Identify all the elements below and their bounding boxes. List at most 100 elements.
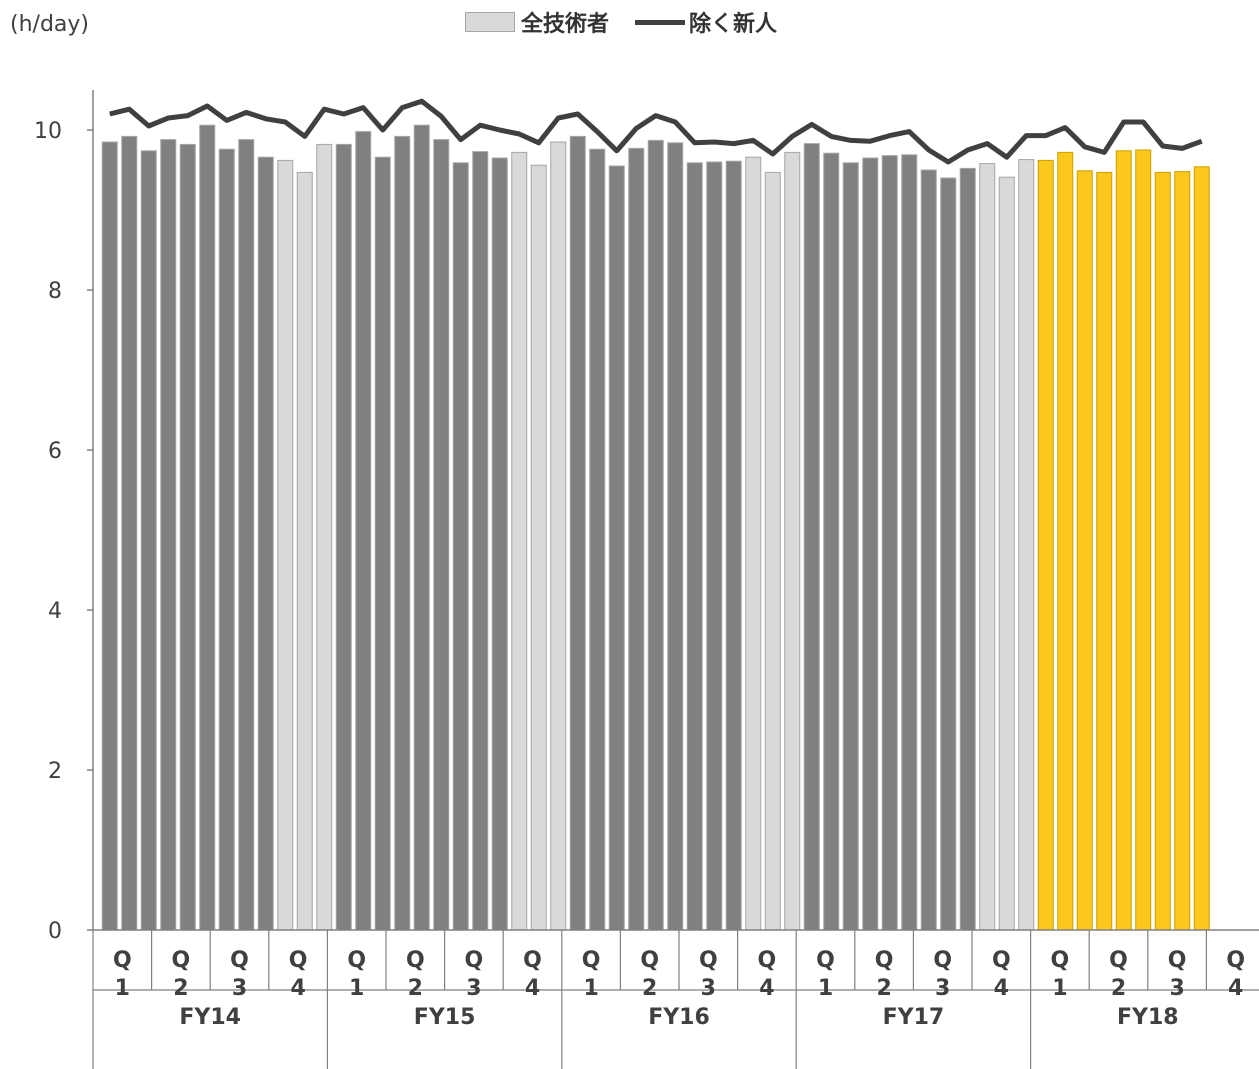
bar [218,148,235,931]
bar [1076,170,1093,931]
quarter-label-letter: Q [523,948,542,973]
bar [628,147,645,931]
quarter-label-letter: Q [933,948,952,973]
bar [530,164,547,931]
bar [238,139,255,931]
bar [1037,159,1054,931]
legend-line-swatch [635,19,686,25]
quarter-label-number: 2 [408,976,423,1001]
bar [881,155,898,931]
bar [803,143,820,931]
quarter-label-number: 2 [876,976,891,1001]
bar [842,162,859,931]
bar [472,151,489,931]
y-tick-label: 4 [48,599,62,624]
bar [979,163,996,931]
bar [316,143,333,931]
bar [959,167,976,931]
line-series [109,98,1203,165]
bar [452,162,469,931]
bar [101,141,118,931]
bar [1135,149,1152,931]
bar [745,156,762,931]
bar [296,171,313,931]
quarter-label-letter: Q [172,948,191,973]
bar [550,141,567,931]
bar [901,154,918,931]
bar [608,165,625,931]
bar [920,169,937,931]
y-tick-label: 0 [48,919,62,944]
bar [1057,151,1074,931]
bar [706,161,723,931]
quarter-label-letter: Q [699,948,718,973]
bar [940,177,957,931]
y-unit-label: (h/day) [10,12,89,37]
quarter-label-letter: Q [465,948,484,973]
quarter-label-number: 1 [115,976,130,1001]
quarter-label-letter: Q [113,948,132,973]
quarter-label-letter: Q [816,948,835,973]
bar [1193,166,1210,931]
bar [199,124,216,931]
quarter-label-letter: Q [406,948,425,973]
bar [569,135,586,931]
quarter-label-number: 1 [818,976,833,1001]
bar [257,156,274,931]
bar [764,171,781,931]
quarter-label-letter: Q [1168,948,1187,973]
quarter-label-number: 2 [1111,976,1126,1001]
quarter-label-number: 3 [701,976,716,1001]
fiscal-year-label: FY16 [648,1005,710,1030]
quarter-label-number: 1 [349,976,364,1001]
bar [1174,171,1191,931]
bar [511,151,528,931]
bar [725,160,742,931]
y-axis: 0 2 4 6 8 10 [34,90,94,944]
bar [491,157,508,931]
quarter-label-number: 4 [1228,976,1243,1001]
bar [335,143,352,931]
legend-label-all-engineers: 全技術者 [521,12,610,37]
quarter-label-number: 4 [759,976,774,1001]
y-tick-label: 2 [48,759,62,784]
legend-bar-swatch [465,12,515,32]
bar-series [101,124,1210,931]
quarter-label-number: 1 [1052,976,1067,1001]
quarter-label-letter: Q [230,948,249,973]
quarter-label-number: 3 [466,976,481,1001]
quarter-label-letter: Q [582,948,601,973]
quarter-label-number: 4 [994,976,1009,1001]
quarter-label-letter: Q [347,948,366,973]
quarter-label-letter: Q [640,948,659,973]
bar [1096,171,1113,931]
fiscal-year-label: FY18 [1117,1005,1179,1030]
quarter-label-letter: Q [1226,948,1245,973]
quarter-label-number: 3 [1169,976,1184,1001]
fiscal-year-label: FY17 [883,1005,945,1030]
line-series-path [109,98,1203,165]
bar [355,131,372,931]
y-tick-label: 6 [48,439,62,464]
bar [140,150,157,931]
fiscal-year-label: FY15 [414,1005,476,1030]
quarter-label-number: 3 [935,976,950,1001]
bar [862,157,879,931]
quarter-label-number: 1 [583,976,598,1001]
bar [784,151,801,931]
bar [998,176,1015,931]
fiscal-year-label: FY14 [179,1005,241,1030]
bar [277,159,294,931]
quarter-label-letter: Q [992,948,1011,973]
quarter-label-number: 2 [642,976,657,1001]
quarter-label-letter: Q [1051,948,1070,973]
quarter-label-number: 4 [290,976,305,1001]
bar [1115,150,1132,931]
bar [374,156,391,931]
quarter-label-letter: Q [289,948,308,973]
quarter-label-number: 4 [525,976,540,1001]
bar [433,139,450,931]
bar [179,143,196,931]
quarter-label-number: 2 [173,976,188,1001]
